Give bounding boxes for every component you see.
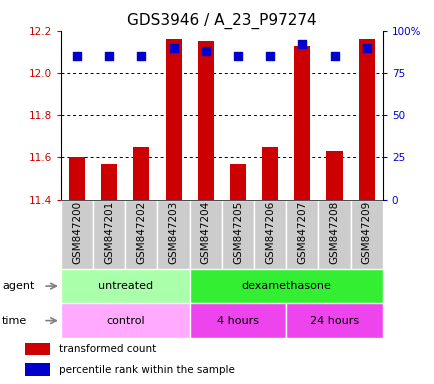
- Point: [170, 45, 177, 51]
- Point: [298, 41, 305, 47]
- Bar: [221, 200, 253, 269]
- Text: GSM847208: GSM847208: [329, 201, 339, 265]
- Text: 4 hours: 4 hours: [217, 316, 258, 326]
- Text: agent: agent: [2, 281, 34, 291]
- Text: 24 hours: 24 hours: [309, 316, 358, 326]
- Text: dexamethasone: dexamethasone: [241, 281, 330, 291]
- Bar: [93, 200, 125, 269]
- Bar: [101, 164, 117, 200]
- Bar: [61, 303, 189, 338]
- Bar: [230, 164, 246, 200]
- Bar: [286, 200, 318, 269]
- Bar: [262, 147, 278, 200]
- Bar: [189, 200, 221, 269]
- Text: GSM847200: GSM847200: [72, 201, 82, 265]
- Bar: [133, 147, 149, 200]
- Text: GSM847206: GSM847206: [265, 201, 274, 265]
- Text: percentile rank within the sample: percentile rank within the sample: [59, 365, 234, 375]
- Bar: [253, 200, 286, 269]
- Point: [330, 53, 337, 59]
- Point: [105, 53, 112, 59]
- Bar: [189, 269, 382, 303]
- Text: GSM847203: GSM847203: [168, 201, 178, 265]
- Point: [234, 53, 241, 59]
- Point: [266, 53, 273, 59]
- Bar: [157, 200, 189, 269]
- Point: [73, 53, 80, 59]
- Bar: [61, 200, 93, 269]
- Bar: [358, 39, 374, 200]
- Point: [138, 53, 145, 59]
- Bar: [61, 269, 189, 303]
- Bar: [165, 39, 181, 200]
- Bar: [294, 45, 310, 200]
- Text: GSM847205: GSM847205: [233, 201, 242, 265]
- Bar: [286, 303, 382, 338]
- Bar: [350, 200, 382, 269]
- Point: [362, 45, 369, 51]
- Bar: [318, 200, 350, 269]
- Text: GSM847209: GSM847209: [361, 201, 371, 265]
- Text: GSM847204: GSM847204: [201, 201, 210, 265]
- Text: control: control: [106, 316, 144, 326]
- Bar: [197, 41, 214, 200]
- Text: time: time: [2, 316, 27, 326]
- Bar: [69, 157, 85, 200]
- Bar: [25, 343, 50, 356]
- Bar: [25, 363, 50, 376]
- Bar: [189, 303, 286, 338]
- Text: untreated: untreated: [98, 281, 152, 291]
- Text: GSM847201: GSM847201: [104, 201, 114, 265]
- Text: GSM847207: GSM847207: [297, 201, 306, 265]
- Title: GDS3946 / A_23_P97274: GDS3946 / A_23_P97274: [127, 13, 316, 29]
- Text: transformed count: transformed count: [59, 344, 156, 354]
- Bar: [326, 151, 342, 200]
- Text: GSM847202: GSM847202: [136, 201, 146, 265]
- Bar: [125, 200, 157, 269]
- Point: [202, 48, 209, 54]
